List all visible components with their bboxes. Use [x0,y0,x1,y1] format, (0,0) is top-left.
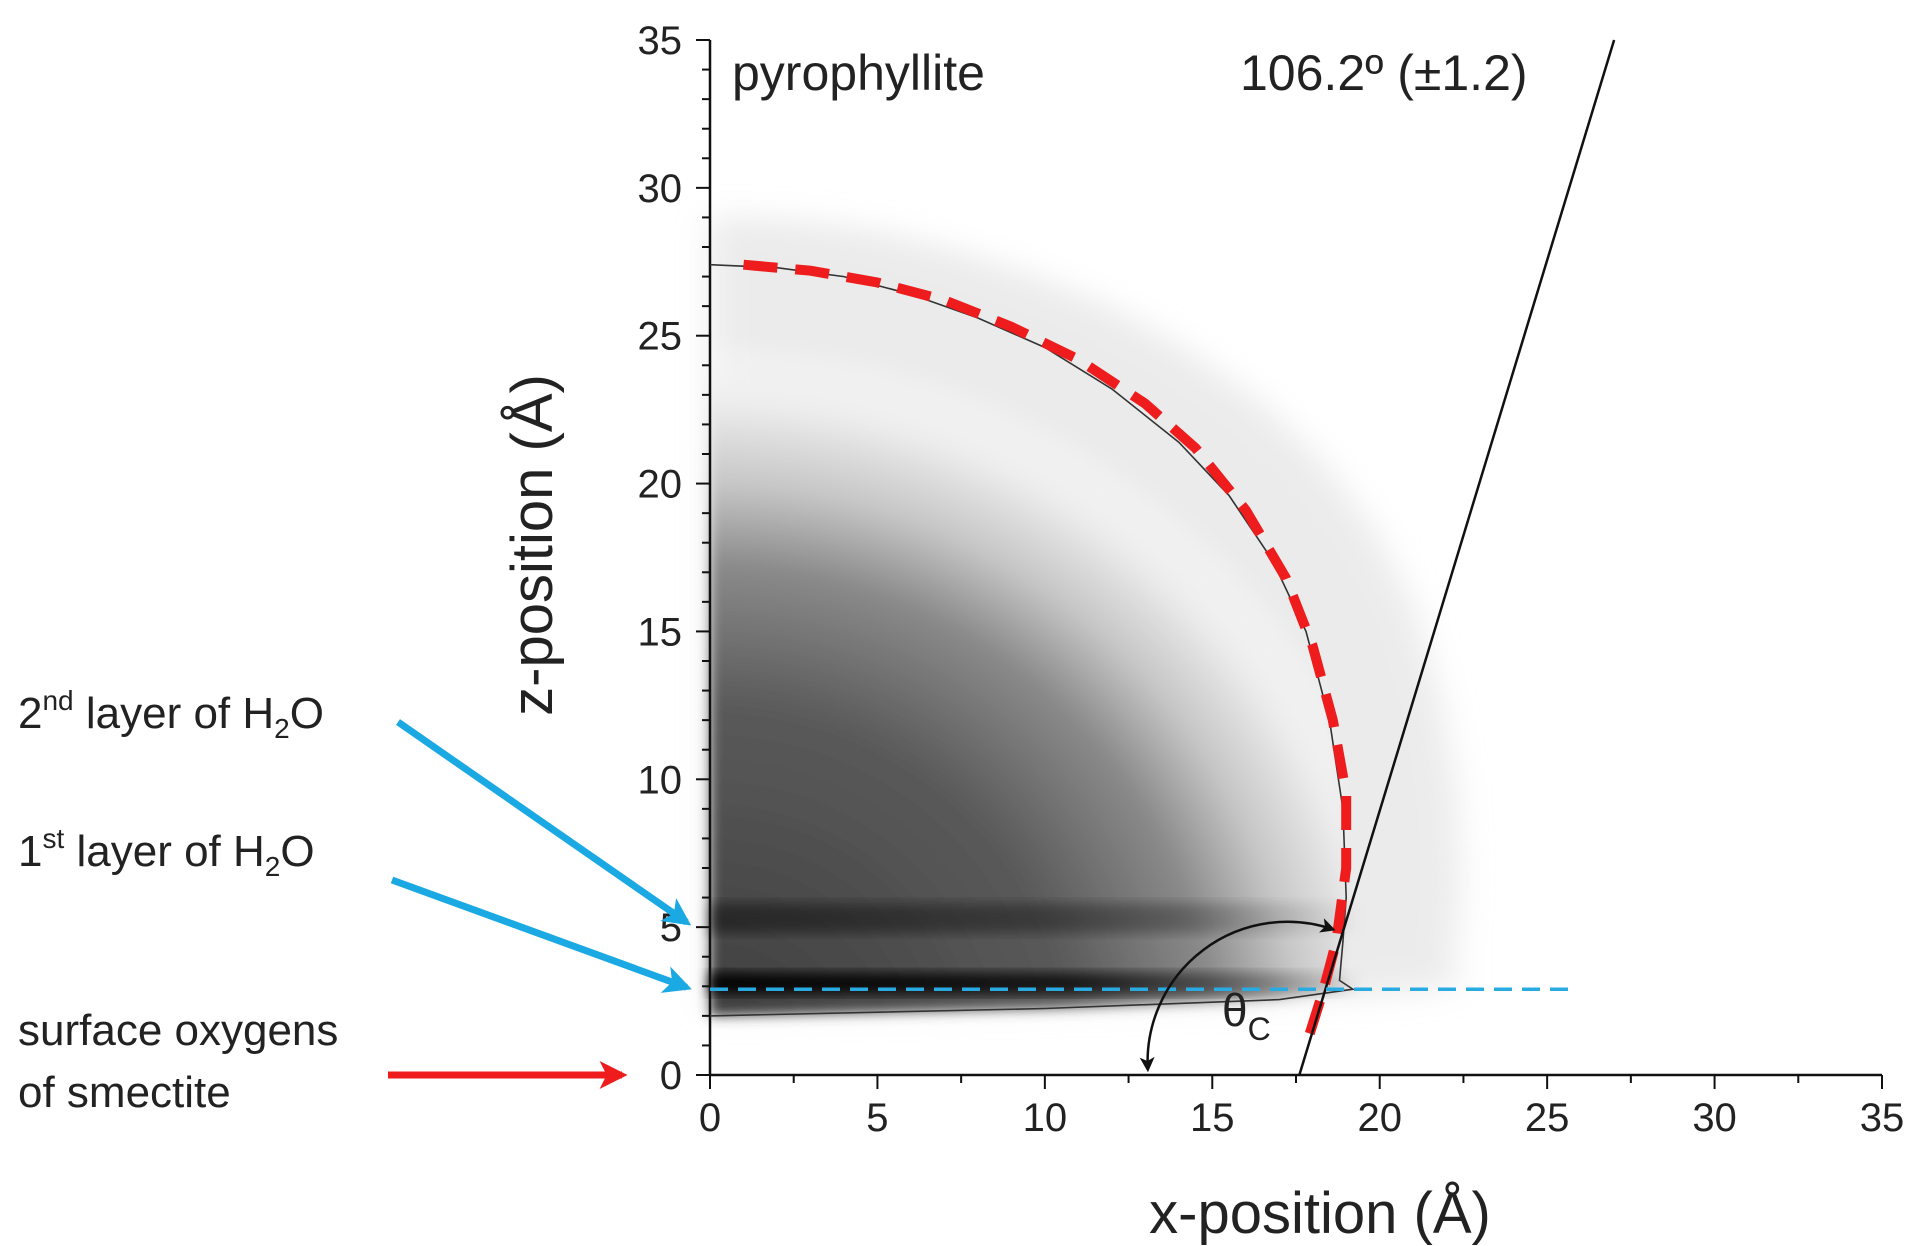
layer2-sup: nd [42,685,73,716]
surface-label-line1: surface oxygens [18,1006,338,1055]
water-layer-band-2 [710,972,1363,995]
x-tick-label: 0 [699,1096,721,1140]
y-tick-label: 25 [638,315,683,359]
layer2-suffix: O [290,689,324,738]
layer1-suffix: O [280,827,314,876]
x-tick-label: 20 [1357,1096,1402,1140]
y-tick-label: 10 [638,758,683,802]
layer2-prefix: 2 [18,689,42,738]
x-tick-label: 25 [1525,1096,1570,1140]
theta-symbol: θ [1222,984,1248,1036]
y-tick-label: 15 [638,610,683,654]
y-tick-label: 30 [638,167,683,211]
curves [709,39,1616,1076]
tangent-line [1298,39,1616,1076]
annotation-arrows [388,719,692,1089]
x-tick-label: 10 [1023,1096,1068,1140]
layer1-sub: 2 [265,851,281,882]
x-tick-label: 30 [1692,1096,1737,1140]
x-tick-label: 35 [1860,1096,1905,1140]
theta-subscript: C [1248,1011,1271,1047]
layer2-text: layer of H [74,689,275,738]
surface-label-line2: of smectite [18,1068,231,1117]
angle-label: 106.2º (±1.2) [1240,45,1528,101]
density-map [710,216,1469,1016]
y-tick-label: 20 [638,463,683,507]
layer1-label: 1st layer of H2O [18,823,315,882]
density-body [710,264,1353,1016]
contact-angle-label: θC [1222,984,1271,1047]
layer1-text: layer of H [64,827,265,876]
y-tick-label: 0 [660,1054,682,1098]
layer1-prefix: 1 [18,827,42,876]
x-axis-label: x-position (Å) [1149,1181,1491,1246]
circle-fit-curve [743,259,1352,1047]
layer2-sub: 2 [274,713,290,744]
material-label: pyrophyllite [732,45,985,101]
layer2-label: 2nd layer of H2O [18,685,324,744]
y-tick-label: 35 [638,19,683,63]
layer2-arrow [396,719,692,926]
layer1-arrow [390,876,692,993]
contact-angle-arc [1139,918,1336,1073]
x-tick-label: 5 [866,1096,888,1140]
water-layer-band-1 [710,903,1363,934]
y-axis-label: z-position (Å) [500,374,565,716]
x-tick-label: 15 [1190,1096,1235,1140]
layer1-sup: st [42,823,64,854]
